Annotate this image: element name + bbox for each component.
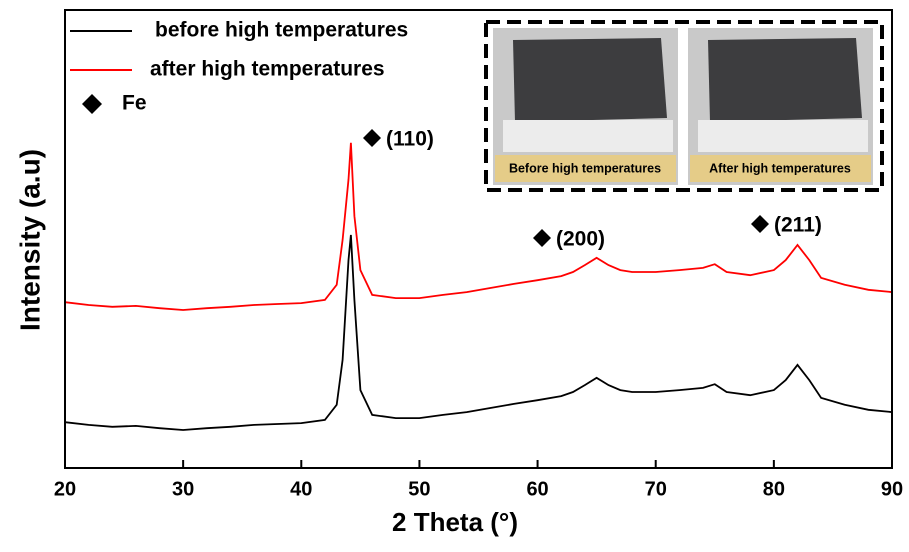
- photo-ruler: [698, 120, 868, 152]
- photo-ruler: [503, 120, 673, 152]
- caption-band: [690, 155, 871, 182]
- caption-band: [495, 155, 676, 182]
- x-tick-label: 70: [645, 478, 667, 500]
- peak-annotation: (110): [386, 128, 434, 151]
- photo-sheet: [513, 38, 667, 122]
- x-tick-label: 30: [172, 478, 194, 500]
- diamond-marker: [82, 94, 102, 114]
- diamond-marker: [363, 129, 381, 147]
- x-tick-label: 40: [290, 478, 312, 500]
- legend-label: before high temperatures: [155, 19, 408, 42]
- x-axis-label: 2 Theta (°): [392, 507, 518, 537]
- peak-annotation: (200): [556, 228, 605, 251]
- x-tick-label: 20: [54, 478, 76, 500]
- marker-legend-label: Fe: [122, 92, 147, 115]
- diamond-marker: [751, 215, 769, 233]
- inset-caption: After high temperatures: [709, 161, 851, 175]
- x-tick-label: 90: [881, 478, 903, 500]
- x-tick-label: 50: [408, 478, 430, 500]
- plot-frame: [64, 9, 893, 469]
- x-tick-label: 60: [526, 478, 548, 500]
- legend-label: after high temperatures: [150, 58, 385, 81]
- peak-annotation: (211): [774, 214, 822, 237]
- x-tick-label: 80: [763, 478, 785, 500]
- inset-caption: Before high temperatures: [509, 161, 661, 175]
- data-line: [64, 234, 893, 431]
- photo-sheet: [708, 38, 862, 122]
- data-line: [64, 142, 893, 311]
- diamond-marker: [533, 229, 551, 247]
- y-axis-label: Intensity (a.u): [14, 149, 45, 331]
